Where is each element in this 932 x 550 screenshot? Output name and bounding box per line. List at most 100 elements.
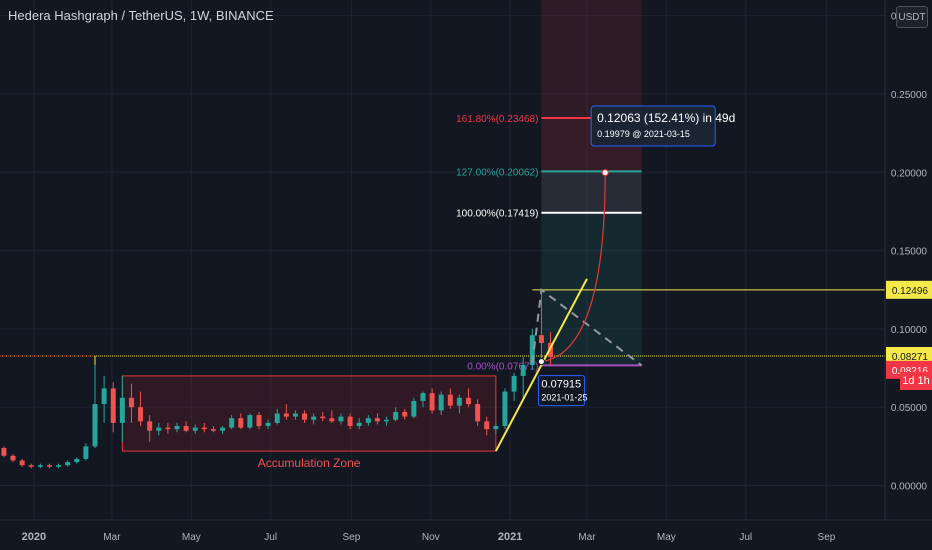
candle-body [529, 335, 535, 365]
candle-body [19, 460, 25, 466]
candle-body [101, 388, 107, 405]
marker-date-label: 2021-01-25 [541, 393, 587, 403]
time-tick-label: Mar [103, 532, 121, 543]
fibonacci-extension: 161.80%(0.23468) 127.00%(0.20062) 100.00%(… [456, 0, 642, 372]
current-price-tag: 0.08216 [892, 366, 929, 377]
price-tick-label: 0.25000 [891, 90, 928, 101]
candle-body [393, 411, 399, 420]
grid-lines [0, 0, 885, 520]
price-axis[interactable]: 0.00000 0.05000 0.10000 0.15000 0.20000 0.250… [884, 0, 932, 550]
candle-body [147, 421, 153, 431]
resolution-button[interactable]: 1d 1h [900, 372, 932, 390]
time-tick-label: May [182, 532, 201, 543]
accumulation-zone: Accumulation Zone [121, 375, 497, 470]
time-tick-label: Jul [264, 532, 277, 543]
level-price-tag-bg [886, 280, 932, 299]
candle-body [548, 343, 554, 358]
fib-level-label: 100.00%(0.17419) [456, 209, 538, 220]
candle-body [229, 418, 235, 428]
candle-body [92, 404, 98, 447]
candlesticks [1, 289, 554, 469]
candle-body [37, 465, 43, 467]
chart-title: Hedera Hashgraph / TetherUS, 1W, BINANCE [8, 8, 274, 23]
candle-body [238, 418, 244, 428]
candle-body [484, 421, 490, 430]
fib-zone-top [541, 0, 642, 118]
fib-level-label: 161.80%(0.23468) [456, 114, 538, 125]
candle-body [28, 465, 34, 467]
time-tick-label: May [657, 532, 676, 543]
projection-change-label: 0.12063 (152.41%) in 49d [597, 111, 735, 125]
candle-body [402, 411, 408, 417]
level-price-tag: 0.12496 [892, 286, 929, 297]
candle-body [201, 427, 207, 430]
candle-body [138, 407, 144, 422]
price-tick-label: 0.10000 [891, 325, 928, 336]
trend-drawings: 0.07915 2021-01-25 0.12063 (152.41%) in 49… [494, 105, 735, 452]
candle-body [356, 422, 362, 427]
candle-body [438, 394, 444, 411]
candle-body [110, 388, 116, 423]
fib-zone-100 [541, 212, 642, 366]
price-tick-label: 0.00000 [891, 482, 928, 493]
candle-body [283, 413, 289, 417]
candle-body [210, 429, 216, 431]
candle-body [456, 397, 462, 406]
candle-body [311, 416, 317, 420]
candle-body [174, 426, 180, 430]
candle-body [65, 462, 71, 466]
candle-body [338, 416, 344, 422]
price-labels: 0.12496 0.08271 0.08216 [886, 280, 932, 379]
marker-price-label: 0.07915 [541, 379, 581, 391]
candle-body [256, 415, 262, 427]
candle-body [265, 422, 271, 427]
candle-body [74, 458, 80, 463]
time-tick-label: 2021 [498, 531, 522, 543]
projection-curve [541, 172, 606, 363]
candle-body [502, 391, 508, 427]
candle-body [475, 404, 481, 422]
time-axis[interactable]: 2020 Mar May Jul Sep Nov 2021 Mar May Jul Sep [0, 519, 932, 550]
candle-body [156, 427, 162, 431]
candle-body [493, 426, 499, 430]
time-tick-label: Mar [578, 532, 596, 543]
candle-body [183, 426, 189, 431]
candle-body [411, 400, 417, 417]
candle-body [429, 393, 435, 411]
candle-body [374, 418, 380, 422]
candle-body [365, 418, 371, 423]
candle-body [128, 397, 134, 408]
candle-body [466, 397, 472, 405]
level-price-tag-2: 0.08271 [892, 352, 929, 363]
candle-body [56, 465, 62, 467]
candle-body [511, 375, 517, 392]
price-axis-bg [885, 0, 932, 550]
candle-body [538, 335, 544, 344]
currency-button[interactable]: USDT [896, 6, 928, 28]
candle-body [10, 455, 16, 461]
candle-body [220, 427, 226, 431]
start-point [537, 358, 545, 366]
fib-level-label: 0.00%(0.07671) [467, 361, 538, 372]
candle-body [165, 427, 171, 430]
candle-body [520, 364, 526, 376]
candle-body [192, 427, 198, 431]
candle-body [420, 393, 426, 401]
projection-triangle [531, 287, 643, 367]
price-tick-label: 0.15000 [891, 247, 928, 258]
candle-body [302, 413, 308, 420]
time-tick-label: Nov [422, 532, 440, 543]
candle-body [292, 413, 298, 417]
candle-body [46, 465, 52, 467]
time-tick-label: Sep [818, 532, 836, 543]
marker-label-box [537, 375, 585, 407]
accumulation-zone-label: Accumulation Zone [258, 456, 361, 470]
time-tick-label: 2020 [22, 531, 46, 543]
projection-target-label: 0.19979 @ 2021-03-15 [597, 129, 690, 139]
price-tick-label: 0.05000 [891, 403, 928, 414]
projection-label-box [590, 105, 716, 147]
candle-body [384, 419, 390, 422]
fib-level-label: 127.00%(0.20062) [456, 167, 538, 178]
candle-body [119, 397, 125, 423]
